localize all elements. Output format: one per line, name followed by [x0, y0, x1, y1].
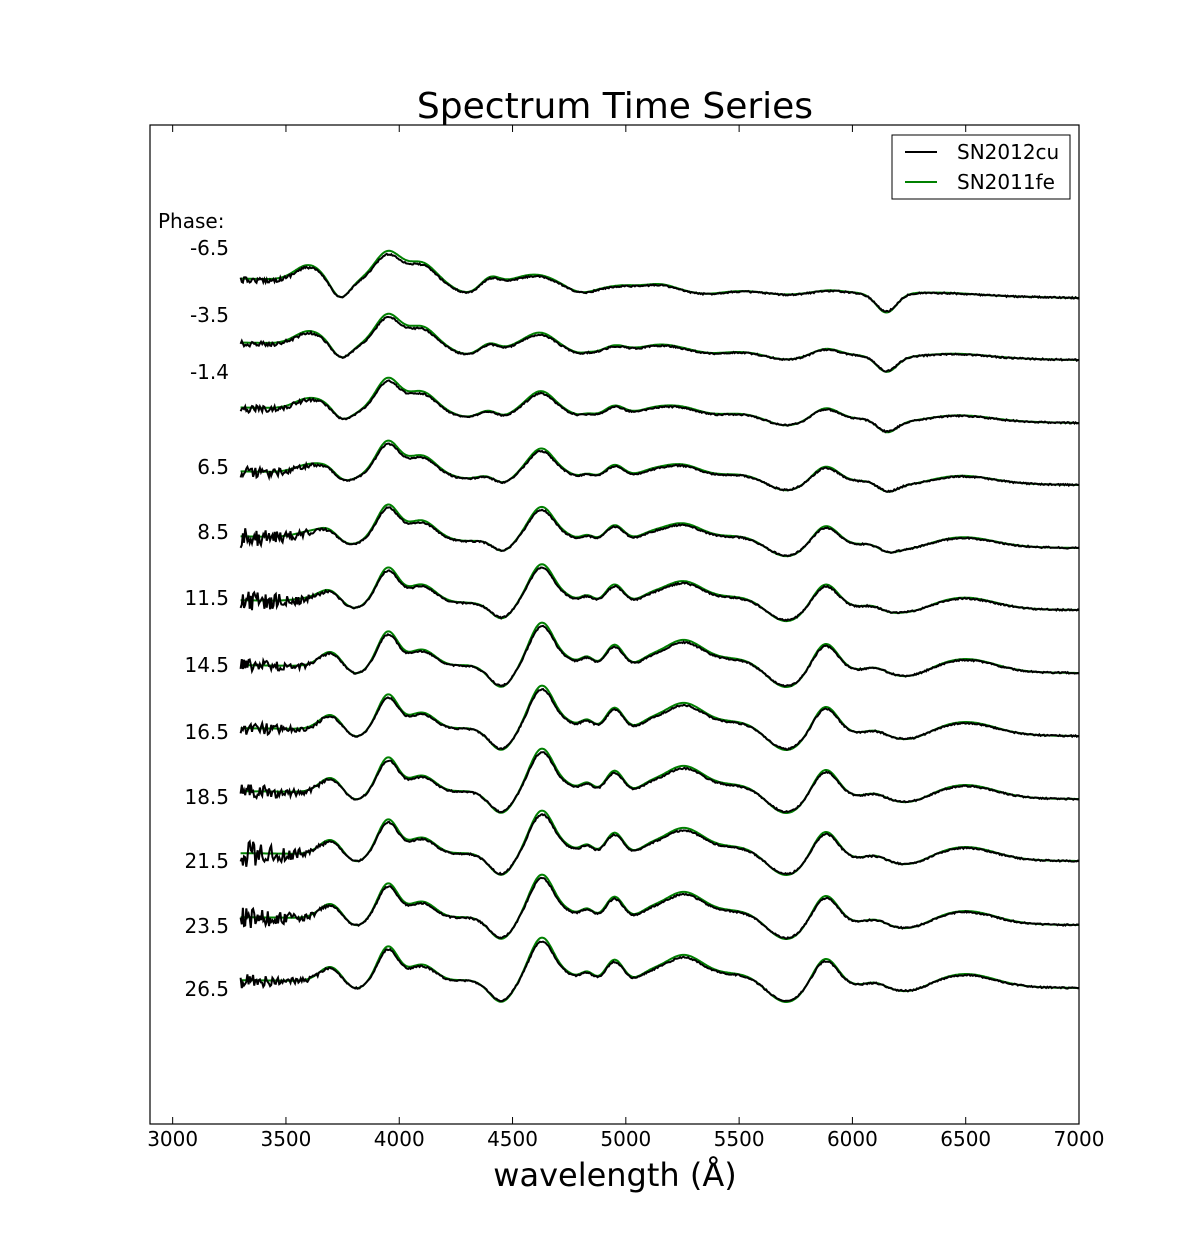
series-line-sn2012cu	[239, 315, 1080, 373]
legend-frame	[891, 134, 1071, 200]
x-tick-label: 3000	[147, 1127, 198, 1151]
series-line-sn2012cu	[239, 688, 1080, 751]
phase-header: Phase:	[158, 209, 224, 233]
series-line-sn2011fe	[240, 312, 1079, 373]
phase-label: 23.5	[184, 914, 229, 938]
series-line-sn2011fe	[240, 873, 1079, 940]
phase-label: 11.5	[184, 586, 229, 610]
series-line-sn2012cu	[239, 252, 1080, 313]
phase-label: 18.5	[184, 785, 229, 809]
series-line-sn2012cu	[239, 940, 1080, 1003]
series-line-sn2012cu	[239, 379, 1080, 434]
chart-title: Spectrum Time Series	[417, 86, 813, 127]
phase-label: -6.5	[190, 236, 229, 260]
series-line-sn2011fe	[240, 621, 1079, 688]
series-line-sn2011fe	[240, 563, 1079, 623]
phase-label: 8.5	[197, 520, 229, 544]
series-line-sn2011fe	[240, 249, 1079, 314]
series-line-sn2012cu	[239, 876, 1080, 940]
x-tick-label: 7000	[1054, 1127, 1105, 1151]
x-axis: 3000 3500 4000 4500 5000 5500 6000 6500 7000	[147, 125, 1104, 1151]
legend-label-sn2011fe: SN2011fe	[957, 170, 1055, 194]
phase-label: 21.5	[184, 849, 229, 873]
series-line-sn2012cu	[239, 566, 1080, 622]
x-tick-label: 3500	[260, 1127, 311, 1151]
spectra-group	[239, 249, 1080, 1003]
phase-label: 26.5	[184, 977, 229, 1001]
x-tick-label: 4000	[374, 1127, 425, 1151]
x-tick-label: 6000	[827, 1127, 878, 1151]
phase-labels: Phase: -6.5 -3.5 -1.4 6.5 8.5 11.5 14.5 16.5 18.5…	[158, 209, 229, 1001]
x-axis-label: wavelength (Å)	[493, 1156, 736, 1194]
series-line-sn2012cu	[239, 506, 1080, 558]
series-line-sn2012cu	[239, 624, 1080, 688]
phase-label: 6.5	[197, 455, 229, 479]
phase-label: -1.4	[190, 360, 229, 384]
phase-label: 16.5	[184, 720, 229, 744]
series-line-sn2011fe	[240, 809, 1079, 876]
x-tick-label: 4500	[487, 1127, 538, 1151]
series-line-sn2011fe	[240, 684, 1079, 751]
series-line-sn2011fe	[240, 439, 1079, 493]
legend: SN2012cu SN2011fe	[891, 134, 1071, 200]
series-line-sn2012cu	[239, 751, 1080, 814]
series-line-sn2011fe	[240, 747, 1079, 814]
legend-label-sn2012cu: SN2012cu	[957, 140, 1059, 164]
series-line-sn2012cu	[239, 442, 1080, 493]
series-line-sn2012cu	[239, 813, 1080, 876]
phase-label: -3.5	[190, 303, 229, 327]
series-line-sn2011fe	[240, 936, 1079, 1003]
plot-frame	[149, 124, 1080, 1125]
x-tick-label: 5500	[714, 1127, 765, 1151]
x-tick-label: 5000	[600, 1127, 651, 1151]
x-tick-label: 6500	[940, 1127, 991, 1151]
phase-label: 14.5	[184, 653, 229, 677]
